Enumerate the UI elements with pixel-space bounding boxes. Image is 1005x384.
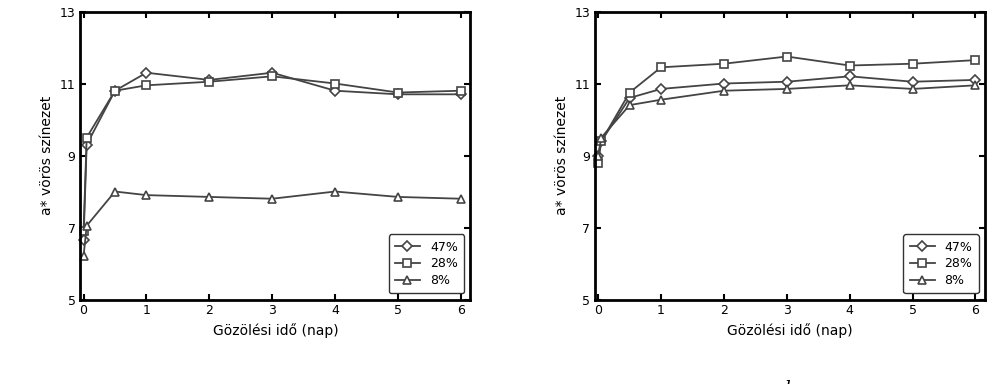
28% bbox=[592, 161, 604, 165]
47% bbox=[623, 96, 635, 100]
28% bbox=[843, 63, 855, 68]
28% bbox=[203, 79, 215, 84]
8% bbox=[266, 197, 278, 201]
47% bbox=[970, 78, 982, 82]
28% bbox=[718, 61, 730, 66]
Line: 28%: 28% bbox=[594, 53, 979, 167]
Line: 47%: 47% bbox=[594, 73, 979, 159]
8% bbox=[623, 103, 635, 108]
28% bbox=[781, 54, 793, 59]
8% bbox=[203, 195, 215, 199]
47% bbox=[718, 81, 730, 86]
47% bbox=[592, 153, 604, 158]
Y-axis label: a* vörös színezet: a* vörös színezet bbox=[40, 96, 54, 215]
47% bbox=[203, 78, 215, 82]
28% bbox=[595, 139, 607, 143]
8% bbox=[843, 83, 855, 88]
47% bbox=[781, 79, 793, 84]
8% bbox=[718, 88, 730, 93]
Text: b: b bbox=[784, 380, 796, 384]
28% bbox=[266, 74, 278, 79]
Y-axis label: a* vörös színezet: a* vörös színezet bbox=[555, 96, 569, 215]
Line: 8%: 8% bbox=[594, 81, 979, 159]
8% bbox=[109, 189, 121, 194]
28% bbox=[623, 90, 635, 95]
28% bbox=[907, 61, 919, 66]
47% bbox=[392, 92, 404, 97]
28% bbox=[329, 81, 341, 86]
47% bbox=[266, 70, 278, 75]
47% bbox=[141, 70, 153, 75]
8% bbox=[455, 197, 467, 201]
8% bbox=[329, 189, 341, 194]
Line: 8%: 8% bbox=[79, 188, 464, 260]
47% bbox=[595, 139, 607, 143]
Line: 47%: 47% bbox=[79, 69, 464, 244]
47% bbox=[329, 88, 341, 93]
Legend: 47%, 28%, 8%: 47%, 28%, 8% bbox=[389, 234, 464, 293]
28% bbox=[109, 88, 121, 93]
Text: a: a bbox=[270, 380, 280, 384]
8% bbox=[80, 223, 92, 228]
28% bbox=[455, 88, 467, 93]
X-axis label: Gözölési idő (nap): Gözölési idő (nap) bbox=[212, 323, 338, 338]
47% bbox=[455, 92, 467, 97]
8% bbox=[781, 87, 793, 91]
47% bbox=[77, 238, 89, 242]
8% bbox=[392, 195, 404, 199]
28% bbox=[141, 83, 153, 88]
8% bbox=[592, 153, 604, 158]
8% bbox=[907, 87, 919, 91]
X-axis label: Gözölési idő (nap): Gözölési idő (nap) bbox=[728, 323, 853, 338]
Line: 28%: 28% bbox=[79, 73, 464, 235]
47% bbox=[843, 74, 855, 79]
47% bbox=[109, 88, 121, 93]
28% bbox=[655, 65, 667, 70]
8% bbox=[970, 83, 982, 88]
47% bbox=[655, 87, 667, 91]
47% bbox=[80, 142, 92, 147]
8% bbox=[595, 135, 607, 140]
8% bbox=[141, 193, 153, 197]
8% bbox=[77, 254, 89, 259]
28% bbox=[970, 58, 982, 63]
8% bbox=[655, 98, 667, 102]
28% bbox=[392, 90, 404, 95]
28% bbox=[77, 229, 89, 233]
47% bbox=[907, 79, 919, 84]
Legend: 47%, 28%, 8%: 47%, 28%, 8% bbox=[903, 234, 979, 293]
28% bbox=[80, 135, 92, 140]
